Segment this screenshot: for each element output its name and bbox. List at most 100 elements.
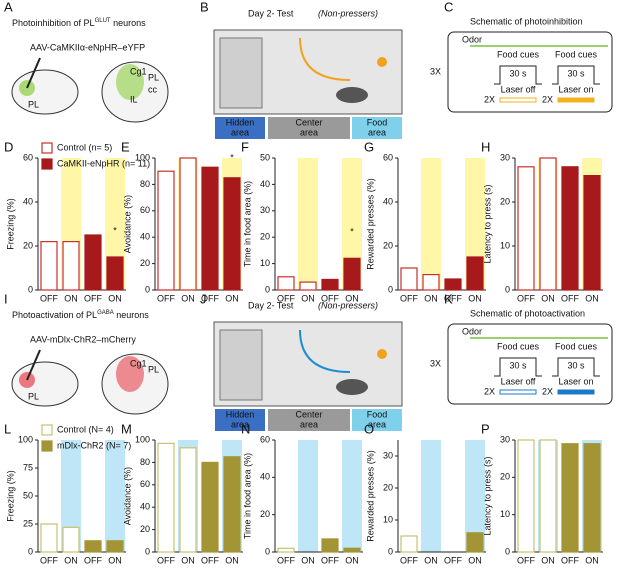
- label: 25: [23, 518, 33, 528]
- zone: [268, 409, 350, 431]
- y-axis-label: Avoidance (%): [122, 467, 132, 525]
- legend-swatch: [41, 424, 53, 436]
- label: 0: [28, 284, 33, 294]
- label: 10: [383, 514, 393, 524]
- title-sup: GABA: [97, 310, 114, 316]
- label: OFF: [561, 293, 579, 303]
- bar: [561, 166, 579, 291]
- label: Food cues: [555, 49, 598, 59]
- bar: [466, 256, 484, 291]
- highlight-band: [342, 158, 362, 290]
- label: F: [241, 139, 249, 154]
- highlight-band: [342, 440, 362, 552]
- label: 30 s: [567, 68, 585, 78]
- label: Odor: [462, 326, 482, 336]
- label: 60: [383, 152, 393, 162]
- label: OFF: [84, 293, 102, 303]
- label: area: [300, 127, 318, 137]
- light: [377, 349, 387, 359]
- label: PL: [28, 99, 39, 109]
- bar: [84, 234, 102, 291]
- label: Food: [367, 117, 388, 127]
- label: G: [364, 139, 374, 154]
- label: AAV-CaMKIIα-eNpHR–eYFP: [30, 42, 145, 52]
- label: 20: [383, 482, 393, 492]
- label: ON: [468, 555, 482, 565]
- tether: [299, 329, 351, 373]
- label: Odor: [462, 34, 482, 44]
- label: 20: [260, 509, 270, 519]
- label: I: [4, 291, 8, 306]
- highlight-band: [298, 158, 318, 290]
- label: OFF: [40, 555, 58, 565]
- label: ON: [541, 293, 555, 303]
- label: 40: [140, 232, 150, 242]
- label: Laser on: [558, 84, 593, 94]
- label: ON: [424, 293, 438, 303]
- label: J: [200, 291, 207, 306]
- label: area: [368, 127, 386, 137]
- label: 40: [140, 502, 150, 512]
- label: Cg1: [130, 66, 147, 76]
- label: mDlx-ChR2 (N= 7): [57, 440, 131, 450]
- label: area: [368, 419, 386, 429]
- label: 3X: [430, 66, 441, 76]
- label: OFF: [444, 293, 462, 303]
- label: area: [231, 419, 249, 429]
- label: *: [350, 227, 354, 237]
- label: OFF: [321, 293, 339, 303]
- label: Center: [295, 117, 322, 127]
- label: 2X: [484, 94, 495, 104]
- label: Food cues: [555, 341, 598, 351]
- label: PL: [28, 391, 39, 401]
- label: 0: [145, 284, 150, 294]
- label: OFF: [40, 293, 58, 303]
- bar: [539, 157, 557, 291]
- label: 50: [260, 152, 270, 162]
- label: 10: [500, 240, 510, 250]
- bar: [321, 278, 339, 291]
- legend-swatch: [41, 158, 53, 170]
- label: ON: [468, 293, 482, 303]
- bar: [157, 170, 175, 291]
- label: 40: [383, 196, 393, 206]
- label: ON: [181, 555, 195, 565]
- label: 100: [135, 152, 150, 162]
- zone: [268, 117, 350, 139]
- label: 60: [140, 205, 150, 215]
- label: ON: [108, 293, 122, 303]
- rat: [336, 379, 368, 395]
- bar: [106, 540, 124, 553]
- label: ON: [301, 555, 315, 565]
- bar: [343, 257, 361, 291]
- label: area: [300, 419, 318, 429]
- label: CaMKII-eNpHR (n= 11): [57, 158, 150, 168]
- bar: [223, 177, 241, 291]
- label: E: [121, 139, 130, 154]
- label: ON: [225, 293, 239, 303]
- label: OFF: [157, 555, 175, 565]
- label: ON: [64, 293, 78, 303]
- cue-trace: [552, 65, 600, 85]
- label: 100: [135, 434, 150, 444]
- coronal-stain: [116, 356, 144, 392]
- label: PL: [148, 364, 159, 374]
- label: 60: [23, 152, 33, 162]
- label: OFF: [84, 555, 102, 565]
- label: N: [241, 421, 250, 436]
- label: cc: [148, 84, 158, 94]
- label: K: [444, 291, 453, 306]
- bar: [583, 175, 601, 291]
- label: 0: [265, 284, 270, 294]
- label: C: [444, 0, 453, 14]
- label: *: [230, 152, 234, 162]
- label: L: [4, 421, 11, 436]
- schema-box: [447, 323, 613, 405]
- zone: [352, 117, 402, 139]
- fiber: [26, 57, 41, 89]
- label: Day 2- Test: [248, 8, 294, 18]
- label: Food cues: [497, 341, 540, 351]
- title: Photoinhibition of PLGLUT neurons: [12, 18, 146, 29]
- bar: [400, 535, 418, 553]
- label: 10: [260, 258, 270, 268]
